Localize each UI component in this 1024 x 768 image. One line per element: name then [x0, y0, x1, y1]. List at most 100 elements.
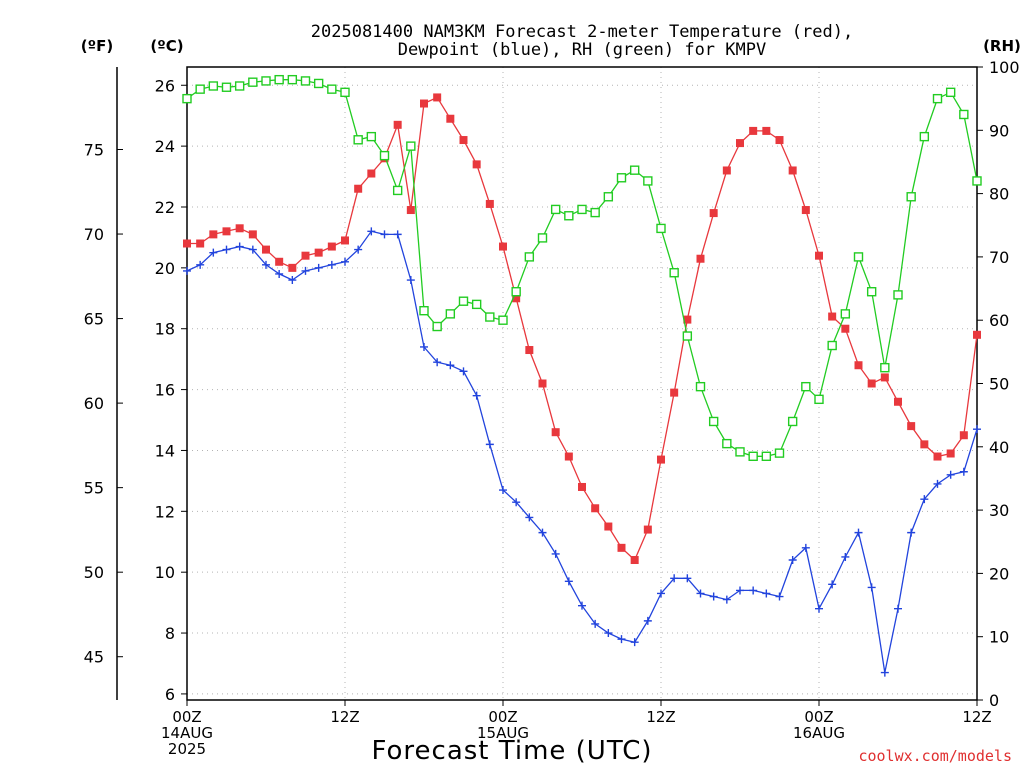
temperature-point	[196, 239, 205, 248]
dewpoint-point	[564, 577, 573, 586]
dewpoint-point	[670, 574, 679, 583]
temperature-point	[341, 236, 349, 245]
rh-point	[485, 312, 495, 322]
dewpoint-point	[288, 276, 297, 285]
rh-point	[195, 84, 205, 94]
dewpoint-point	[512, 498, 521, 507]
temperature-point	[657, 455, 665, 464]
dewpoint-point	[696, 589, 705, 598]
rh-point	[827, 340, 837, 351]
dewpoint-point	[406, 276, 415, 285]
temperature-point	[854, 361, 863, 370]
rh-point	[550, 204, 561, 215]
celsius-unit-label: (ºC)	[150, 37, 183, 55]
dewpoint-point	[538, 528, 547, 537]
rh-point	[840, 309, 851, 319]
temperature-point	[841, 324, 850, 333]
fahrenheit-tick-label: 70	[84, 225, 104, 244]
celsius-tick-label: 12	[155, 502, 175, 521]
rh-point	[248, 77, 258, 87]
temperature-point	[920, 440, 929, 449]
dewpoint-point	[815, 604, 823, 613]
dewpoint-point	[894, 604, 902, 613]
temperature-point	[354, 184, 363, 193]
rh-point	[208, 81, 219, 91]
rh-point	[906, 192, 916, 202]
temperature-point	[485, 199, 494, 208]
temperature-point	[406, 206, 415, 215]
dewpoint-point	[222, 245, 231, 254]
temperature-point	[907, 422, 916, 431]
x-tick-label: 12Z	[330, 708, 359, 726]
dewpoint-point	[854, 528, 863, 537]
temperature-point	[736, 139, 744, 148]
chart-axes	[116, 66, 983, 706]
temperature-point	[288, 263, 297, 272]
temperature-point	[788, 166, 797, 175]
rh-point	[511, 287, 521, 297]
dewpoint-point	[341, 257, 349, 266]
dewpoint-point	[485, 440, 494, 449]
dewpoint-point	[262, 260, 270, 269]
rh-point	[853, 252, 864, 262]
rh-point	[340, 87, 350, 98]
temperature-point	[933, 452, 942, 461]
rh-tick-label: 100	[989, 58, 1020, 77]
rh-point	[274, 74, 284, 85]
rh-tick-label: 40	[989, 438, 1009, 457]
rh-point	[748, 451, 758, 461]
dewpoint-point	[643, 616, 652, 625]
dewpoint-point	[327, 260, 336, 269]
chart-series	[182, 74, 982, 677]
dewpoint-point	[775, 592, 784, 601]
fahrenheit-tick-label: 55	[84, 479, 104, 498]
temperature-point	[946, 449, 955, 458]
x-axis-label: Forecast Time (UTC)	[371, 736, 652, 766]
temperature-point	[499, 242, 507, 251]
rh-point	[656, 223, 666, 234]
celsius-tick-label: 14	[155, 441, 175, 460]
rh-point	[945, 87, 956, 98]
x-tick-label: 12Z	[646, 708, 675, 726]
dewpoint-point	[801, 543, 810, 552]
dewpoint-point	[683, 574, 692, 583]
rh-point	[695, 381, 706, 392]
rh-tick-label: 20	[989, 564, 1009, 583]
celsius-tick-label: 10	[155, 563, 175, 582]
x-tick-label: 00Z	[488, 708, 517, 726]
temperature-point	[262, 245, 270, 254]
rh-point	[932, 93, 943, 104]
temperature-point	[696, 254, 705, 263]
dewpoint-point	[578, 601, 586, 610]
rh-point	[458, 296, 469, 306]
temperature-point	[828, 312, 837, 321]
dewpoint-point	[709, 592, 718, 601]
dewpoint-point	[736, 586, 744, 595]
temperature-point	[235, 224, 244, 233]
temperature-point	[222, 227, 231, 236]
rh-point	[419, 306, 429, 316]
rh-tick-label: 10	[989, 628, 1009, 647]
temperature-point	[248, 230, 257, 239]
celsius-tick-label: 24	[155, 137, 175, 156]
rh-point	[616, 173, 627, 183]
dewpoint-point	[551, 549, 560, 558]
rh-point	[801, 381, 811, 392]
fahrenheit-tick-label: 45	[84, 648, 104, 667]
rh-point	[761, 451, 772, 461]
x-tick-label: 2025	[168, 740, 206, 758]
temperature-point	[591, 504, 600, 513]
dewpoint-point	[880, 668, 889, 677]
rh-point	[221, 82, 232, 92]
dewpoint-point	[367, 227, 376, 236]
x-tick-label: 15AUG	[477, 724, 529, 742]
dewpoint-point	[933, 479, 942, 488]
temperature-point	[393, 120, 402, 129]
dewpoint-point	[196, 260, 205, 269]
x-tick-label: 00Z	[172, 708, 201, 726]
celsius-tick-label: 20	[155, 259, 175, 278]
dewpoint-point	[867, 583, 876, 592]
x-tick-label: 12Z	[962, 708, 991, 726]
rh-point	[629, 165, 640, 175]
